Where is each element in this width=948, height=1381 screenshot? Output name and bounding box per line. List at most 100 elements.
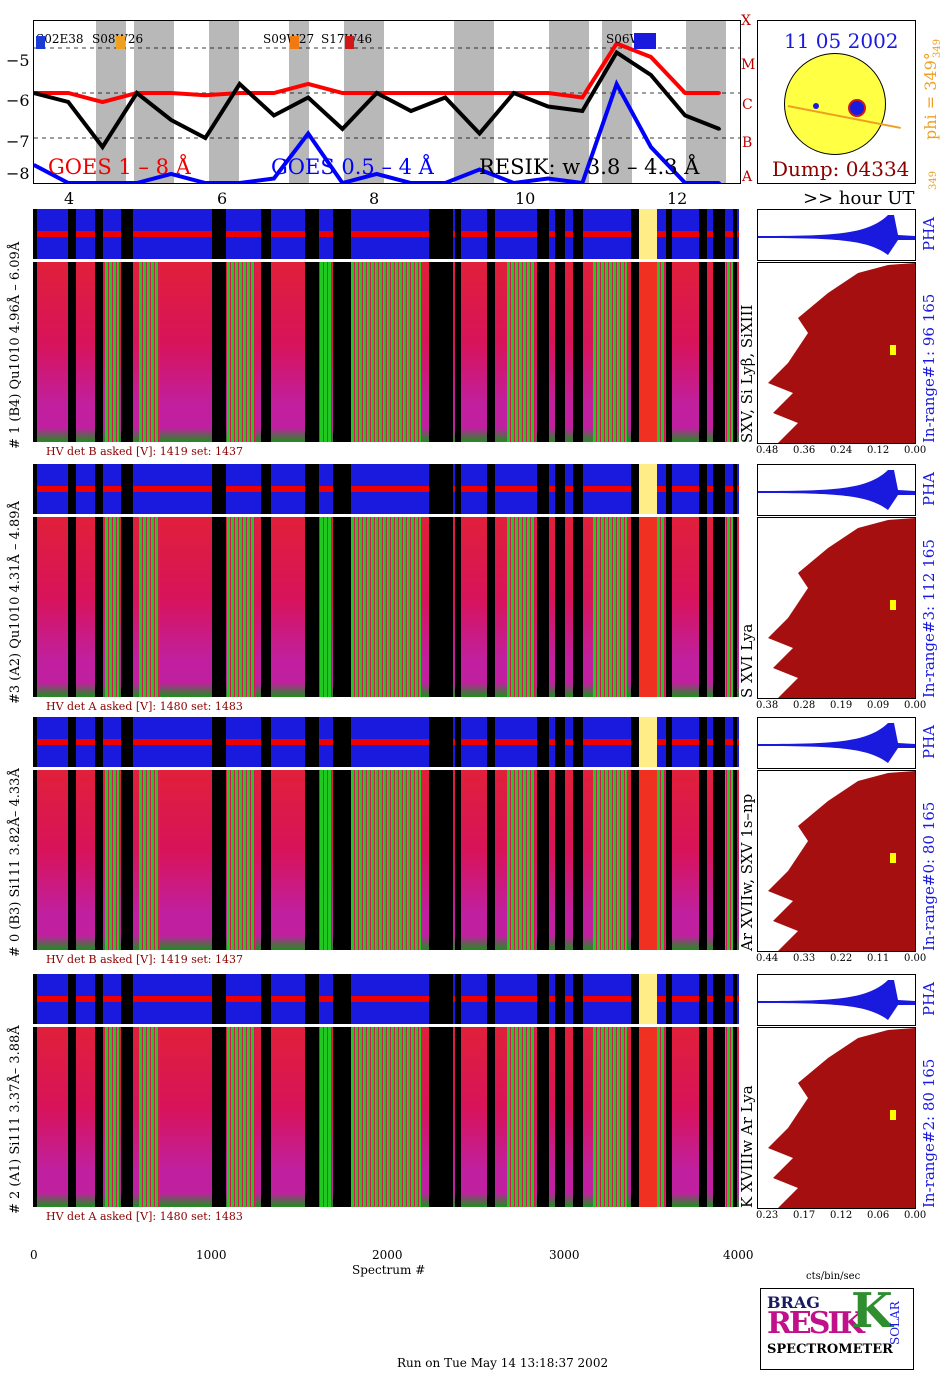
region-marker-5 (634, 33, 656, 49)
side-axis-tick-1-1: 0.28 (793, 700, 816, 711)
pha-label-2: PHA (920, 724, 938, 759)
side-axis-tick-0-0: 0.48 (756, 445, 779, 456)
pha-strip-2 (33, 717, 739, 767)
pha-histogram-0 (757, 209, 916, 261)
pha-label-3: PHA (920, 981, 938, 1016)
phi-label: phi = 349° (921, 52, 940, 140)
region-marker-3 (290, 36, 299, 49)
series-point-0-15 (546, 91, 550, 95)
series-point-1-15 (546, 177, 550, 180)
hv-label-3: HV det A asked [V]: 1480 set: 1483 (46, 1210, 243, 1223)
side-axis-tick-0-1: 0.36 (793, 445, 816, 456)
spectrum-panel-0 (33, 262, 739, 442)
series-point-0-7 (272, 91, 276, 95)
side-axis-tick-1-0: 0.38 (756, 700, 779, 711)
series-point-2-9 (340, 127, 344, 131)
series-point-2-17 (615, 51, 619, 54)
series-point-2-11 (409, 109, 413, 113)
hour-tick-6: 6 (217, 189, 228, 208)
phi-small: 349 (928, 170, 939, 190)
series-point-1-20 (717, 181, 721, 183)
side-axis-tick-3-2: 0.12 (830, 1210, 853, 1221)
goes-class-b: B (742, 135, 753, 151)
hv-label-2: HV det B asked [V]: 1419 set: 1437 (46, 953, 243, 966)
goes-ytick-3: −7 (6, 132, 30, 151)
series-point-1-10 (375, 172, 379, 176)
side-axis-tick-3-4: 0.00 (904, 1210, 927, 1221)
region-label-5: S06W (606, 32, 642, 46)
pha-histogram-3 (757, 974, 916, 1026)
series-point-1-9 (340, 181, 344, 183)
series-point-0-18 (649, 55, 653, 59)
inrange-label-0: In-range#1: 96 165 (920, 293, 938, 443)
spectrum-histogram-2 (757, 770, 916, 952)
region-marker-2 (116, 36, 125, 49)
lines-label-2: Ar XVIIw, SXV 1s–np (738, 793, 756, 951)
side-axis-tick-0-2: 0.24 (830, 445, 853, 456)
series-point-2-4 (169, 118, 173, 122)
series-point-1-17 (615, 82, 619, 86)
series-point-1-3 (135, 181, 139, 183)
spectrum-histogram-3 (757, 1027, 916, 1209)
pha-label-1: PHA (920, 471, 938, 506)
series-point-0-9 (340, 91, 344, 95)
goes-ytick-2: −6 (6, 91, 30, 110)
pha-label-0: PHA (920, 216, 938, 251)
spectrum-panel-3 (33, 1027, 739, 1207)
series-point-1-12 (443, 181, 447, 183)
goes-ytick-1: −5 (6, 51, 30, 70)
spectrum-panel-2 (33, 770, 739, 950)
logo-k: K (851, 1288, 893, 1339)
x-axis-label: Spectrum # (352, 1263, 426, 1277)
series-point-1-19 (683, 181, 687, 183)
inrange-label-2: In-range#0: 80 165 (920, 801, 938, 951)
series-point-1-18 (649, 145, 653, 149)
side-axis-tick-2-4: 0.00 (904, 953, 927, 964)
lines-label-1: S XVI Lya (738, 623, 756, 698)
series-point-0-17 (615, 42, 619, 45)
series-point-2-8 (306, 96, 310, 99)
logo-right: SOLAR (888, 1301, 902, 1345)
goes-class-x: X (741, 13, 751, 29)
panel-ylabel-1: #3 (A2) Qu1010 4.31Å – 4.89Å (8, 501, 23, 704)
hour-tick-4: 4 (64, 189, 75, 208)
series-point-2-12 (443, 96, 447, 99)
side-axis-tick-1-4: 0.00 (904, 700, 927, 711)
series-point-1-4 (169, 172, 173, 176)
series-point-1-7 (272, 177, 276, 180)
x-tick-0: 0 (30, 1248, 38, 1262)
side-axis-tick-3-0: 0.23 (756, 1210, 779, 1221)
series-point-0-12 (443, 91, 447, 95)
sun-disk (784, 53, 886, 155)
x-tick-2000: 2000 (372, 1248, 403, 1262)
side-axis-tick-1-3: 0.09 (867, 700, 890, 711)
pha-histogram-1 (757, 464, 916, 516)
goes-ytick-4: −8 (6, 164, 30, 183)
sun-box: 11 05 2002 Dump: 04334 (757, 20, 916, 184)
goes-class-m: M (741, 57, 756, 73)
footer-runtime: Run on Tue May 14 13:18:37 2002 (397, 1356, 609, 1370)
panel-ylabel-0: # 1 (B4) Qu1010 4.96Å – 6.09Å (8, 241, 23, 449)
x-tick-1000: 1000 (196, 1248, 227, 1262)
series-point-1-0 (34, 163, 36, 167)
side-axis-tick-2-3: 0.11 (867, 953, 890, 964)
logo-top: BRAG (767, 1293, 820, 1312)
hv-label-0: HV det B asked [V]: 1419 set: 1437 (46, 445, 243, 458)
legend-goes-short: GOES 0.5 – 4 Å (271, 155, 434, 179)
pha-strip-3 (33, 974, 739, 1024)
goes-plot (33, 20, 741, 184)
legend-goes-long: GOES 1 – 8 Å (48, 155, 191, 179)
series-point-1-14 (512, 181, 516, 183)
flare-location (848, 99, 866, 117)
series-point-2-6 (238, 82, 242, 86)
region-marker-4 (345, 36, 354, 49)
goes-class-a: A (742, 169, 753, 185)
series-point-2-10 (375, 91, 379, 95)
series-point-1-11 (409, 181, 413, 183)
region-marker-1 (36, 36, 45, 49)
series-point-2-1 (66, 100, 70, 104)
panel-ylabel-2: # 0 (B3) Si111 3.82Å– 4.33Å (8, 768, 23, 957)
pha-strip-1 (33, 464, 739, 514)
series-point-1-2 (101, 181, 105, 183)
hour-tick-8: 8 (369, 189, 380, 208)
